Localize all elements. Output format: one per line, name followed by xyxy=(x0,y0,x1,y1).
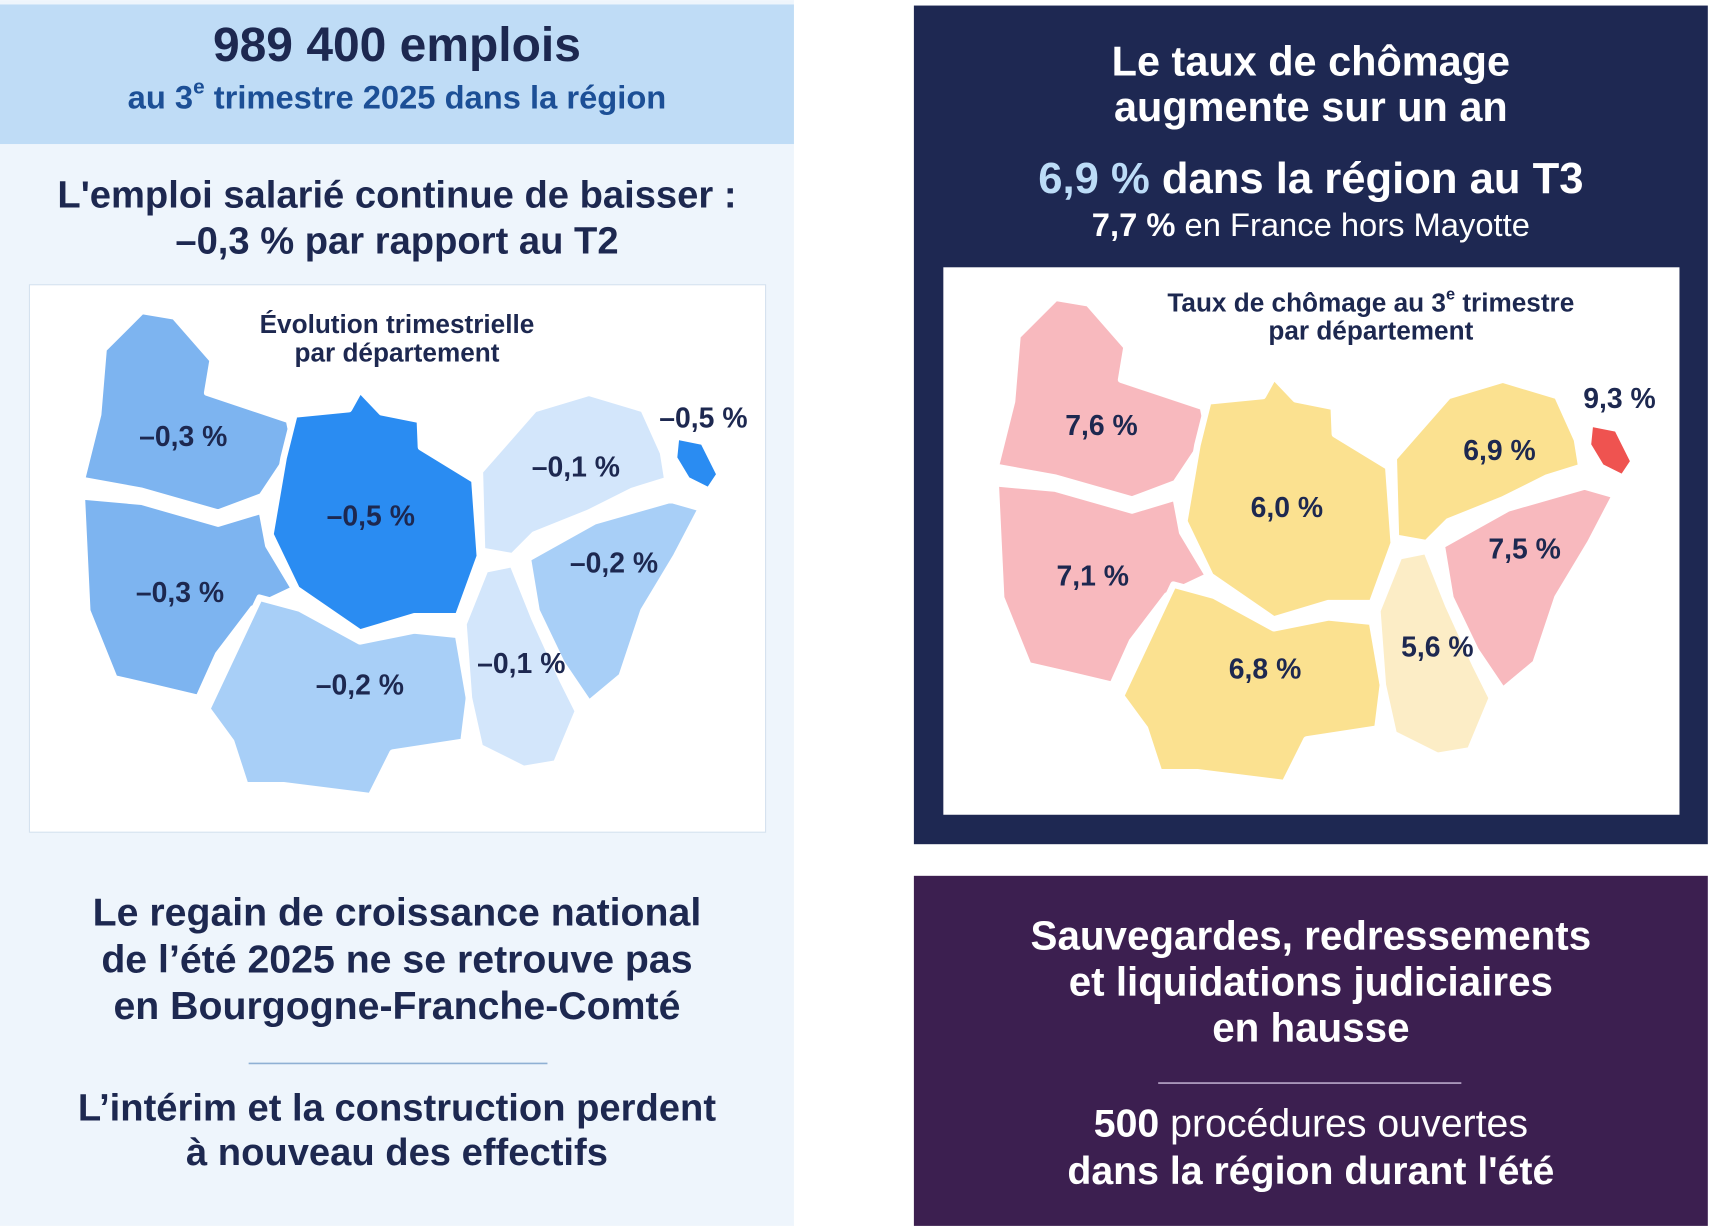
regional-rate: 6,9 % dans la région au T3 xyxy=(1038,155,1583,203)
body-text: à nouveau des effectifs xyxy=(186,1131,608,1174)
headline: 989 400 emplois xyxy=(213,19,581,72)
department xyxy=(1181,373,1398,623)
subtitle: au 3e trimestre 2025 dans la région xyxy=(128,76,667,115)
insolvency-panel xyxy=(913,875,1708,1226)
department-label: 7,6 % xyxy=(1065,410,1137,442)
map-title-part: Taux de chômage au 3 xyxy=(1167,287,1446,317)
count-value: 500 xyxy=(1094,1102,1160,1146)
heading: L'emploi salarié continue de baisser : xyxy=(57,174,736,217)
rate-text: dans la région au T3 xyxy=(1150,155,1584,203)
department-label: –0,2 % xyxy=(316,670,404,702)
department-label: –0,2 % xyxy=(570,547,658,579)
department xyxy=(1374,547,1496,760)
department xyxy=(203,594,473,800)
count-text: procédures ouvertes xyxy=(1159,1102,1528,1146)
body-text: Le regain de croissance national xyxy=(93,890,702,934)
subtitle-sup: e xyxy=(193,76,205,99)
heading: et liquidations judiciaires xyxy=(1069,959,1553,1005)
map-title: Taux de chômage au 3e trimestre xyxy=(1167,286,1574,317)
body-text: de l’été 2025 ne se retrouve pas xyxy=(101,937,692,981)
department xyxy=(1390,376,1585,547)
department xyxy=(267,386,484,636)
body-text: dans la région durant l'été xyxy=(1067,1149,1554,1193)
subtitle-part: au 3 xyxy=(128,78,193,115)
heading: Sauvegardes, redressements xyxy=(1031,913,1592,959)
department-label: –0,1 % xyxy=(532,452,620,484)
department-label: –0,5 % xyxy=(327,501,415,533)
rate-text: en France hors Mayotte xyxy=(1175,206,1529,243)
map-title: par département xyxy=(294,337,499,367)
rate-value: 7,7 % xyxy=(1092,206,1176,243)
department-label: –0,1 % xyxy=(477,648,565,680)
body-text: L’intérim et la construction perdent xyxy=(78,1086,716,1129)
department-label: 9,3 % xyxy=(1583,383,1655,415)
department xyxy=(1584,419,1637,482)
department-label: –0,5 % xyxy=(659,402,747,434)
map-title: par département xyxy=(1268,316,1473,346)
department-label: 5,6 % xyxy=(1401,631,1473,663)
map: –0,3 % –0,3 % –0,5 % –0,2 % –0,1 % –0,5 % –0,2… xyxy=(78,307,748,800)
national-rate: 7,7 % en France hors Mayotte xyxy=(1092,206,1530,243)
department xyxy=(524,496,705,707)
body-text: en Bourgogne-Franche-Comté xyxy=(113,984,680,1028)
map-title-part: trimestre xyxy=(1455,287,1574,317)
map: 7,6 % 7,1 % 6,0 % 6,8 % 6,9 % 9,3 % 7,5 % 5,6 % xyxy=(992,294,1656,787)
department-label: 7,5 % xyxy=(1488,533,1560,565)
department-label: 6,8 % xyxy=(1229,653,1301,685)
heading: Le taux de chômage xyxy=(1112,37,1510,84)
subtitle-part: trimestre 2025 dans la région xyxy=(205,78,667,115)
department xyxy=(460,560,582,773)
department-label: –0,3 % xyxy=(136,577,224,609)
department-label: 6,0 % xyxy=(1251,492,1323,524)
map-title: Évolution trimestrielle xyxy=(260,309,535,339)
department xyxy=(1438,483,1619,694)
rate-value: 6,9 % xyxy=(1038,155,1150,203)
department xyxy=(670,433,724,495)
department xyxy=(476,389,671,560)
count-line: 500 procédures ouvertes xyxy=(1094,1102,1528,1146)
department-label: 7,1 % xyxy=(1057,561,1129,593)
heading: en hausse xyxy=(1212,1004,1409,1050)
map-title-sup: e xyxy=(1446,286,1455,304)
header-band xyxy=(0,4,794,145)
department-label: –0,3 % xyxy=(139,421,227,453)
department-label: 6,9 % xyxy=(1463,435,1535,467)
department xyxy=(1117,581,1387,787)
heading: –0,3 % par rapport au T2 xyxy=(175,219,618,262)
heading: augmente sur un an xyxy=(1114,83,1508,130)
